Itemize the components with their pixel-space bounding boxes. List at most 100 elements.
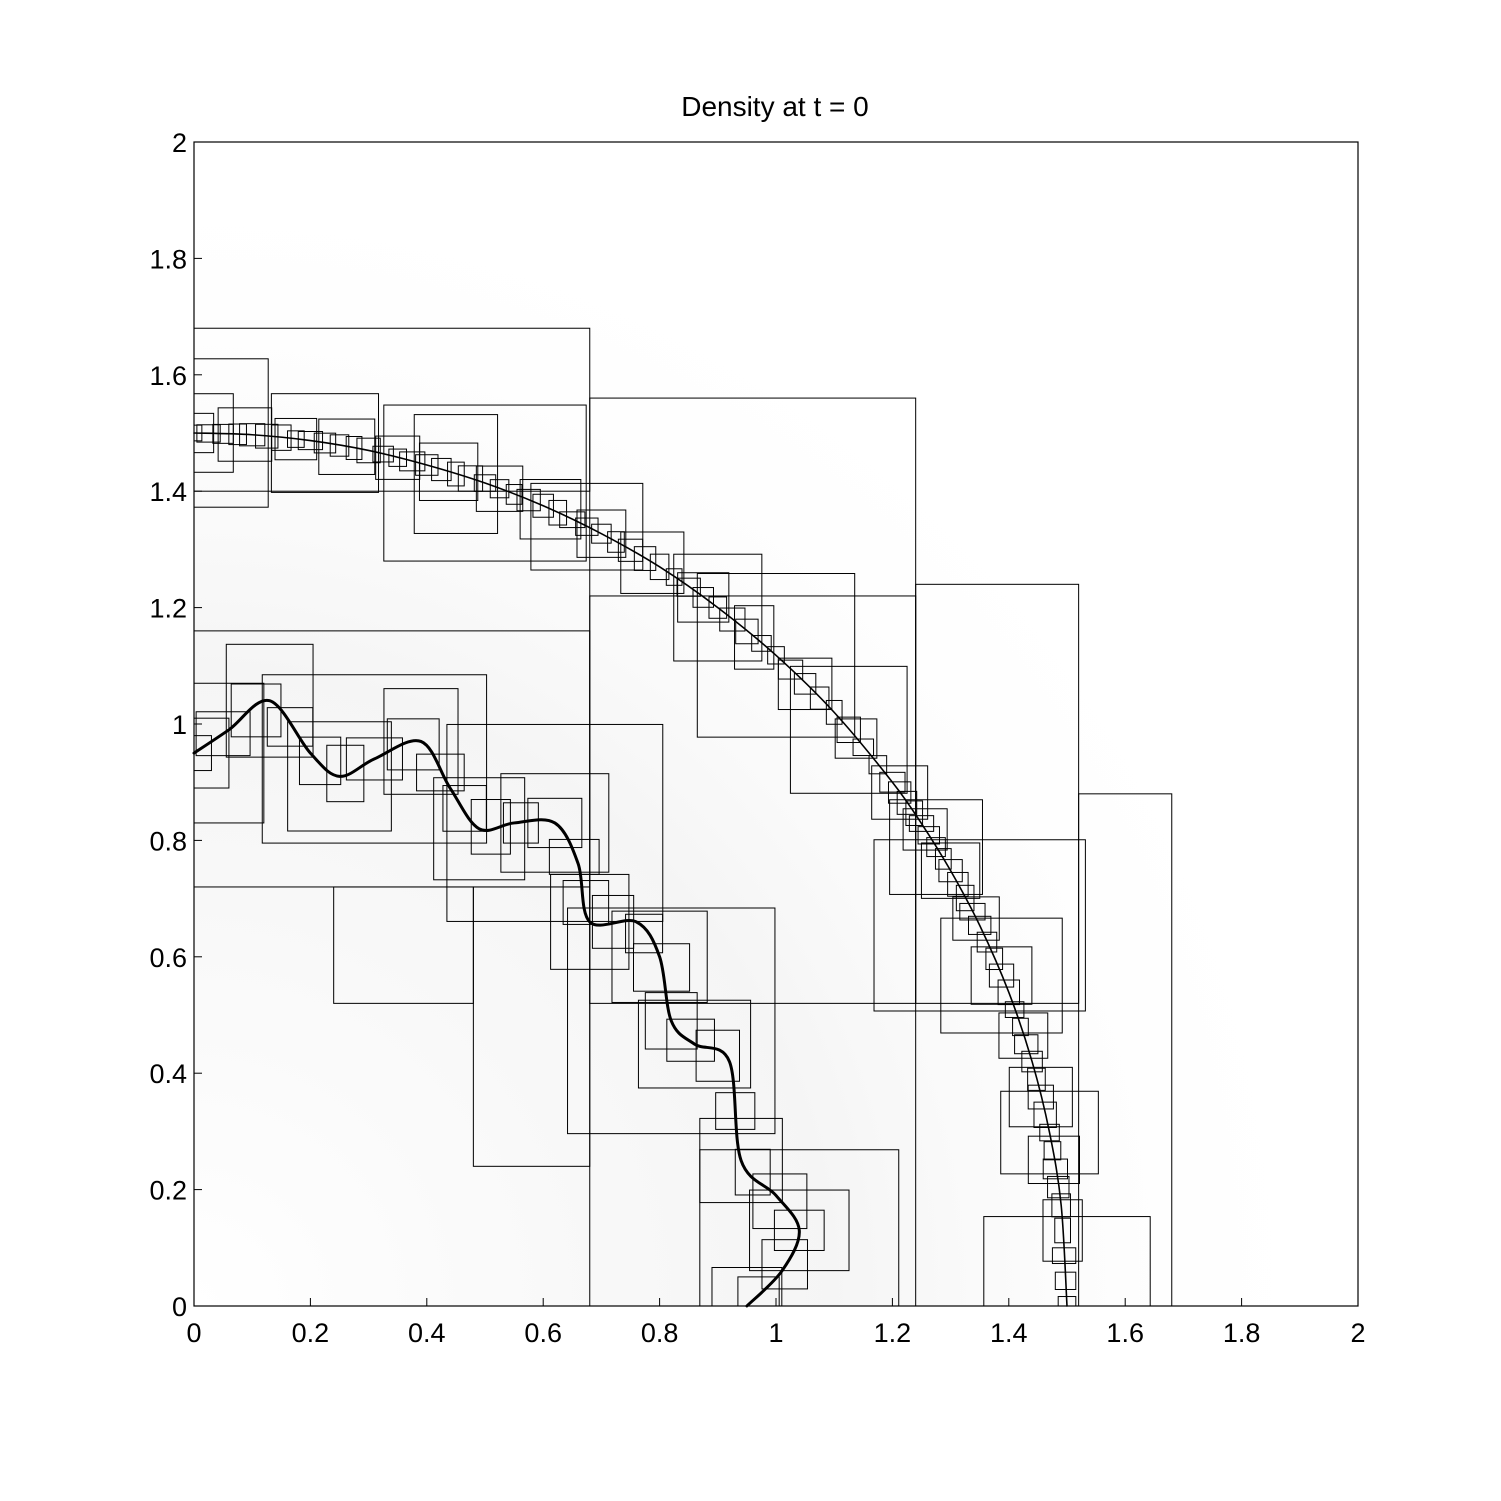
mesh-cell xyxy=(809,686,830,710)
mesh-cell xyxy=(789,665,908,794)
mesh-cell xyxy=(475,465,524,512)
y-tick-label: 0.8 xyxy=(149,826,187,856)
refinement-mesh xyxy=(193,327,1173,1307)
mesh-cell xyxy=(825,699,843,725)
mesh-cell xyxy=(908,815,935,832)
mesh-cell xyxy=(500,773,610,873)
mesh-cell xyxy=(938,859,963,883)
mesh-cell xyxy=(852,738,875,757)
mesh-cell xyxy=(567,907,776,1135)
mesh-cell xyxy=(1033,1101,1057,1129)
mesh-cell xyxy=(985,947,1004,971)
mesh-cell xyxy=(1027,1067,1046,1091)
mesh-cell xyxy=(905,800,924,826)
mesh-cell xyxy=(751,635,772,652)
mesh-cell xyxy=(548,838,600,875)
mesh-cell xyxy=(313,432,337,454)
mesh-cell xyxy=(372,445,394,463)
mesh-cell xyxy=(326,744,365,803)
mesh-cell xyxy=(752,1173,808,1230)
mesh-cell xyxy=(548,499,568,526)
mesh-cell xyxy=(871,765,929,820)
mesh-cell xyxy=(1042,1199,1083,1262)
chart-title: Density at t = 0 xyxy=(681,91,869,122)
mesh-cell xyxy=(1027,1084,1054,1110)
x-tick-label: 2 xyxy=(1350,1318,1365,1348)
mesh-cell xyxy=(699,1117,783,1204)
mesh-cell xyxy=(1014,1034,1039,1055)
mesh-cell xyxy=(489,479,510,499)
mesh-cell xyxy=(836,716,861,744)
mesh-cell xyxy=(388,448,408,467)
mesh-cell xyxy=(955,884,975,912)
mesh-cell xyxy=(976,931,998,953)
mesh-cell xyxy=(502,802,539,844)
mesh-cell xyxy=(673,553,763,662)
mesh-cell xyxy=(345,436,363,460)
mesh-cell xyxy=(329,434,350,457)
mesh-cell xyxy=(761,1239,808,1290)
y-tick-label: 1.4 xyxy=(149,477,187,507)
mesh-cell xyxy=(959,902,986,921)
mesh-cell xyxy=(665,568,683,586)
mesh-cell xyxy=(297,431,324,451)
y-axis-ticks: 0 0.2 0.4 0.6 0.8 1 1.2 1.4 1.6 1.8 2 xyxy=(149,128,202,1322)
mesh-cell xyxy=(446,723,664,922)
mesh-cell xyxy=(611,910,708,1003)
mesh-cell xyxy=(632,943,691,992)
mesh-cell xyxy=(1051,1193,1071,1218)
mesh-cell xyxy=(356,437,381,464)
mesh-cell xyxy=(952,896,1000,941)
mesh-cell xyxy=(644,992,698,1050)
x-axis-ticks: 0 0.2 0.4 0.6 0.8 1 1.2 1.4 1.6 1.8 2 xyxy=(186,1298,1366,1348)
mesh-cell xyxy=(695,1029,740,1082)
mesh-cell xyxy=(1027,1135,1080,1185)
mesh-cell xyxy=(415,454,439,476)
mesh-cell xyxy=(749,1189,850,1272)
mesh-cell xyxy=(519,479,582,540)
mesh-cell xyxy=(887,781,912,804)
mesh-cell xyxy=(418,442,479,501)
mesh-cell xyxy=(386,718,440,771)
circular-front-line xyxy=(193,432,1068,1307)
x-tick-label: 0.8 xyxy=(641,1318,679,1348)
mesh-cell xyxy=(773,1209,825,1251)
mesh-cell xyxy=(470,799,511,855)
x-tick-label: 0.6 xyxy=(524,1318,562,1348)
mesh-cell xyxy=(527,797,583,849)
x-tick-label: 1.8 xyxy=(1223,1318,1261,1348)
mesh-cell xyxy=(505,484,523,505)
mesh-cell xyxy=(696,573,856,738)
mesh-cell xyxy=(968,915,992,935)
x-tick-label: 1.4 xyxy=(990,1318,1028,1348)
y-tick-label: 0.6 xyxy=(149,943,187,973)
mesh-cell xyxy=(677,572,730,623)
mesh-cell xyxy=(225,643,314,758)
series-layer xyxy=(192,432,1068,1308)
y-tick-label: 0 xyxy=(172,1292,187,1322)
mesh-cell xyxy=(625,913,664,954)
mesh-cell xyxy=(591,523,612,544)
mesh-cell xyxy=(633,546,657,571)
mesh-cell xyxy=(383,688,459,795)
mesh-cell xyxy=(298,736,342,786)
mesh-cell xyxy=(988,963,1015,988)
mesh-cell xyxy=(1000,1090,1099,1175)
mesh-cell xyxy=(934,848,952,870)
mesh-cell xyxy=(793,673,817,695)
mesh-cell xyxy=(896,790,918,815)
mesh-cell xyxy=(834,718,878,759)
mesh-cell xyxy=(575,517,599,536)
mesh-cell xyxy=(345,737,403,781)
mesh-cell xyxy=(947,871,969,897)
mesh-cell xyxy=(1043,1141,1062,1161)
mesh-cell xyxy=(447,461,465,487)
mesh-cell xyxy=(649,553,670,581)
mesh-cell xyxy=(431,457,452,482)
x-tick-label: 0 xyxy=(186,1318,201,1348)
mesh-cell xyxy=(532,493,554,518)
wavy-front-line xyxy=(192,698,801,1308)
mesh-cell xyxy=(530,482,644,571)
mesh-cell xyxy=(287,721,392,832)
mesh-cell xyxy=(997,979,1021,1006)
